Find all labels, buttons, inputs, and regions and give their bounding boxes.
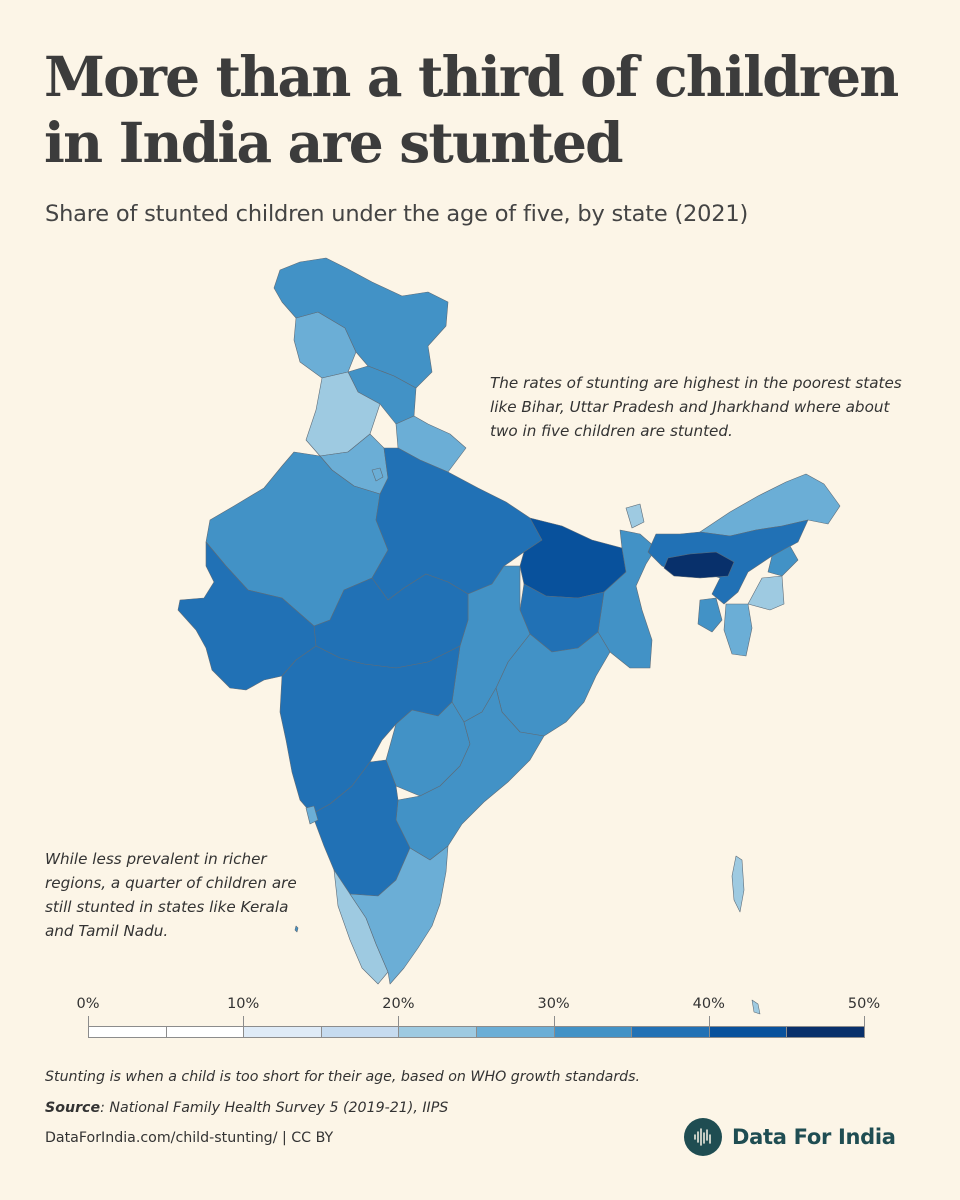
region-meghalaya (663, 551, 735, 579)
legend-tick-label: 40% (692, 996, 725, 1012)
legend-bin (786, 1026, 865, 1038)
region-mizoram (723, 603, 753, 657)
region-tripura (697, 597, 723, 633)
legend-bin (243, 1026, 322, 1038)
legend-tick-mark (708, 1016, 710, 1029)
legend-tick-mark (88, 1016, 89, 1029)
source-line: Source: National Family Health Survey 5 … (45, 1100, 448, 1116)
region-andaman-nicobar-islands (731, 855, 761, 1015)
legend-tick-label: 20% (382, 996, 415, 1012)
region-gujarat (177, 541, 317, 691)
legend-tick-label: 30% (537, 996, 570, 1012)
annotation-south: While less prevalent in richer regions, … (45, 850, 297, 940)
region-delhi (371, 467, 384, 482)
legend-bin (320, 1026, 400, 1038)
legend-bin (476, 1026, 555, 1038)
legend: 0% 10% 20% 30% 40% 50% (76, 996, 880, 1044)
legend-tick-mark (553, 1016, 555, 1029)
page-subtitle: Share of stunted children under the age … (45, 201, 749, 227)
source-label: Source (45, 1100, 101, 1116)
annotation-north: The rates of stunting are highest in the… (490, 374, 902, 440)
legend-tick-mark (243, 1016, 245, 1029)
legend-tick-mark (398, 1016, 400, 1029)
page-title: More than a third of children in India a… (44, 44, 899, 175)
brand-logo-icon (684, 1118, 722, 1156)
legend-bin (398, 1026, 477, 1038)
region-ladakh (273, 257, 449, 389)
source-text: : National Family Health Survey 5 (2019-… (100, 1100, 449, 1116)
footnote: Stunting is when a child is too short fo… (45, 1069, 641, 1085)
legend-tick-label: 0% (76, 996, 100, 1012)
legend-bin (631, 1026, 710, 1038)
region-andhra-pradesh (395, 687, 545, 861)
legend-bin (553, 1026, 633, 1038)
region-goa (305, 805, 319, 825)
legend-tick-mark (864, 1016, 865, 1029)
footer-link[interactable]: DataForIndia.com/child-stunting/ | CC BY (45, 1130, 334, 1146)
region-sikkim (625, 503, 645, 529)
legend-bin (708, 1026, 788, 1038)
legend-bin (88, 1026, 167, 1038)
region-lakshadweep (294, 925, 299, 933)
region-manipur (747, 575, 785, 611)
legend-tick-label: 10% (227, 996, 260, 1012)
legend-tick-label: 50% (847, 996, 881, 1012)
region-nagaland (767, 545, 799, 577)
brand-name: Data For India (732, 1125, 896, 1149)
legend-bin (165, 1026, 245, 1038)
brand[interactable]: Data For India (684, 1117, 896, 1157)
region-arunachal-pradesh (699, 473, 841, 537)
region-tamil-nadu (349, 845, 449, 985)
